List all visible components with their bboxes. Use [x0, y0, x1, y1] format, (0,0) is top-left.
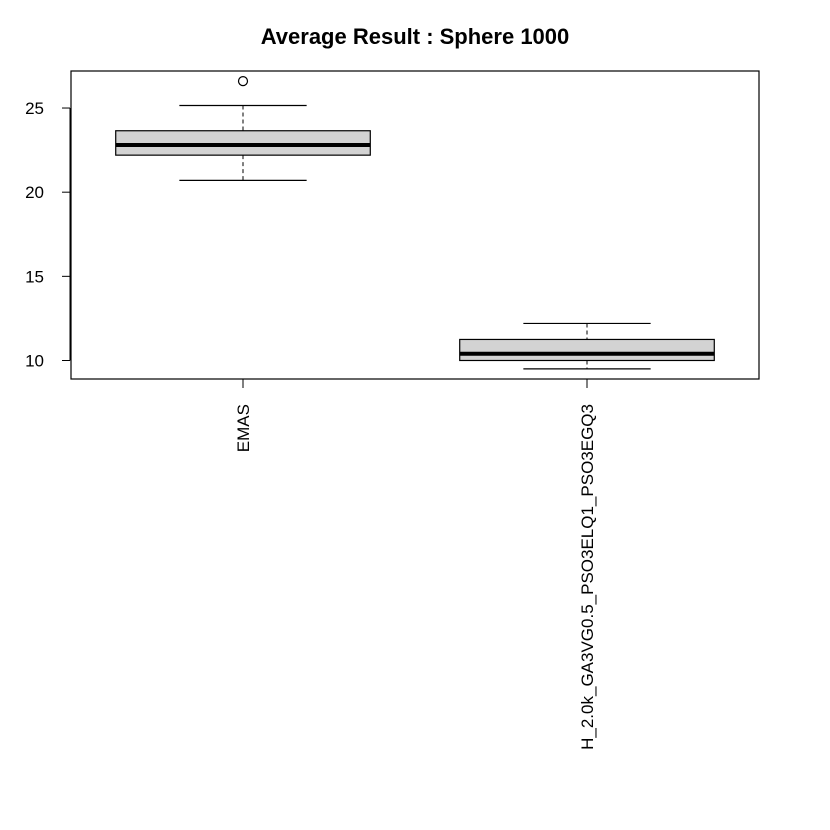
- x-category-label: H_2.0k_GA3VG0.5_PSO3ELQ1_PSO3EGQ3: [578, 404, 597, 750]
- box-series: [115, 75, 715, 370]
- iqr-box: [115, 130, 371, 156]
- chart-title: Average Result : Sphere 1000: [261, 24, 570, 49]
- plot-frame: [70, 70, 760, 380]
- box-1: [459, 322, 715, 370]
- x-category-label: EMAS: [234, 404, 253, 452]
- y-tick-label: 10: [25, 351, 44, 370]
- outlier-point: [237, 75, 249, 87]
- y-tick-label: 15: [25, 267, 44, 286]
- y-axis: 10 15 20 25: [25, 99, 71, 370]
- y-tick-label: 25: [25, 99, 44, 118]
- y-tick-label: 20: [25, 183, 44, 202]
- iqr-box: [459, 338, 715, 362]
- box-0: [115, 75, 371, 181]
- x-axis: EMAS H_2.0k_GA3VG0.5_PSO3ELQ1_PSO3EGQ3: [234, 379, 597, 750]
